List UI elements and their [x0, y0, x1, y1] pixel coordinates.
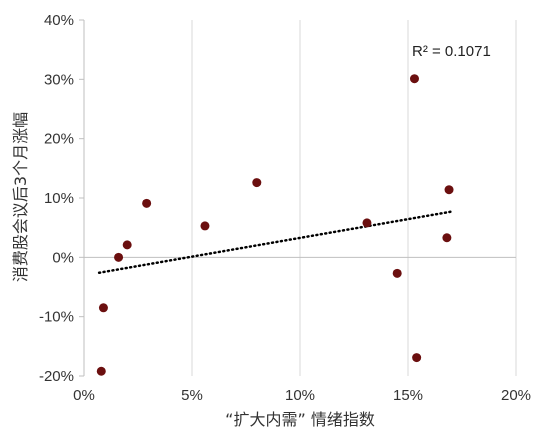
data-point — [362, 218, 372, 228]
data-point — [442, 233, 452, 243]
data-point — [444, 185, 454, 195]
data-points — [96, 74, 454, 376]
y-tick-label: -10% — [39, 309, 74, 326]
y-tick-label: 20% — [44, 131, 74, 148]
gridlines — [83, 20, 517, 376]
x-tick-label: 5% — [181, 387, 203, 404]
data-point — [98, 303, 108, 313]
data-point — [122, 240, 132, 250]
data-point — [412, 353, 422, 363]
x-tick-label: 0% — [73, 387, 95, 404]
trendline — [97, 210, 453, 275]
data-point — [252, 178, 262, 188]
r-squared-annotation: R² = 0.1071 — [412, 43, 491, 60]
axes — [79, 19, 516, 377]
x-axis-ticks: 0% 5% 10% 15% 20% — [73, 387, 531, 404]
x-tick-label: 10% — [285, 387, 315, 404]
y-axis-ticks: 40% 30% 20% 10% 0% -10% -20% — [39, 12, 74, 385]
data-point — [142, 198, 152, 208]
data-point — [114, 252, 124, 262]
y-tick-label: 0% — [52, 249, 74, 266]
y-axis-title: 消费股会议后3个月涨幅 — [11, 112, 30, 282]
y-tick-label: 30% — [44, 71, 74, 88]
y-tick-label: 10% — [44, 190, 74, 207]
x-tick-label: 15% — [393, 387, 423, 404]
data-point — [392, 268, 402, 278]
x-axis-title: “扩大内需” 情绪指数 — [225, 410, 375, 429]
y-tick-label: -20% — [39, 368, 74, 385]
data-point — [200, 221, 210, 231]
data-point — [409, 74, 419, 84]
data-point — [96, 366, 106, 376]
x-tick-label: 20% — [501, 387, 531, 404]
y-tick-label: 40% — [44, 12, 74, 29]
